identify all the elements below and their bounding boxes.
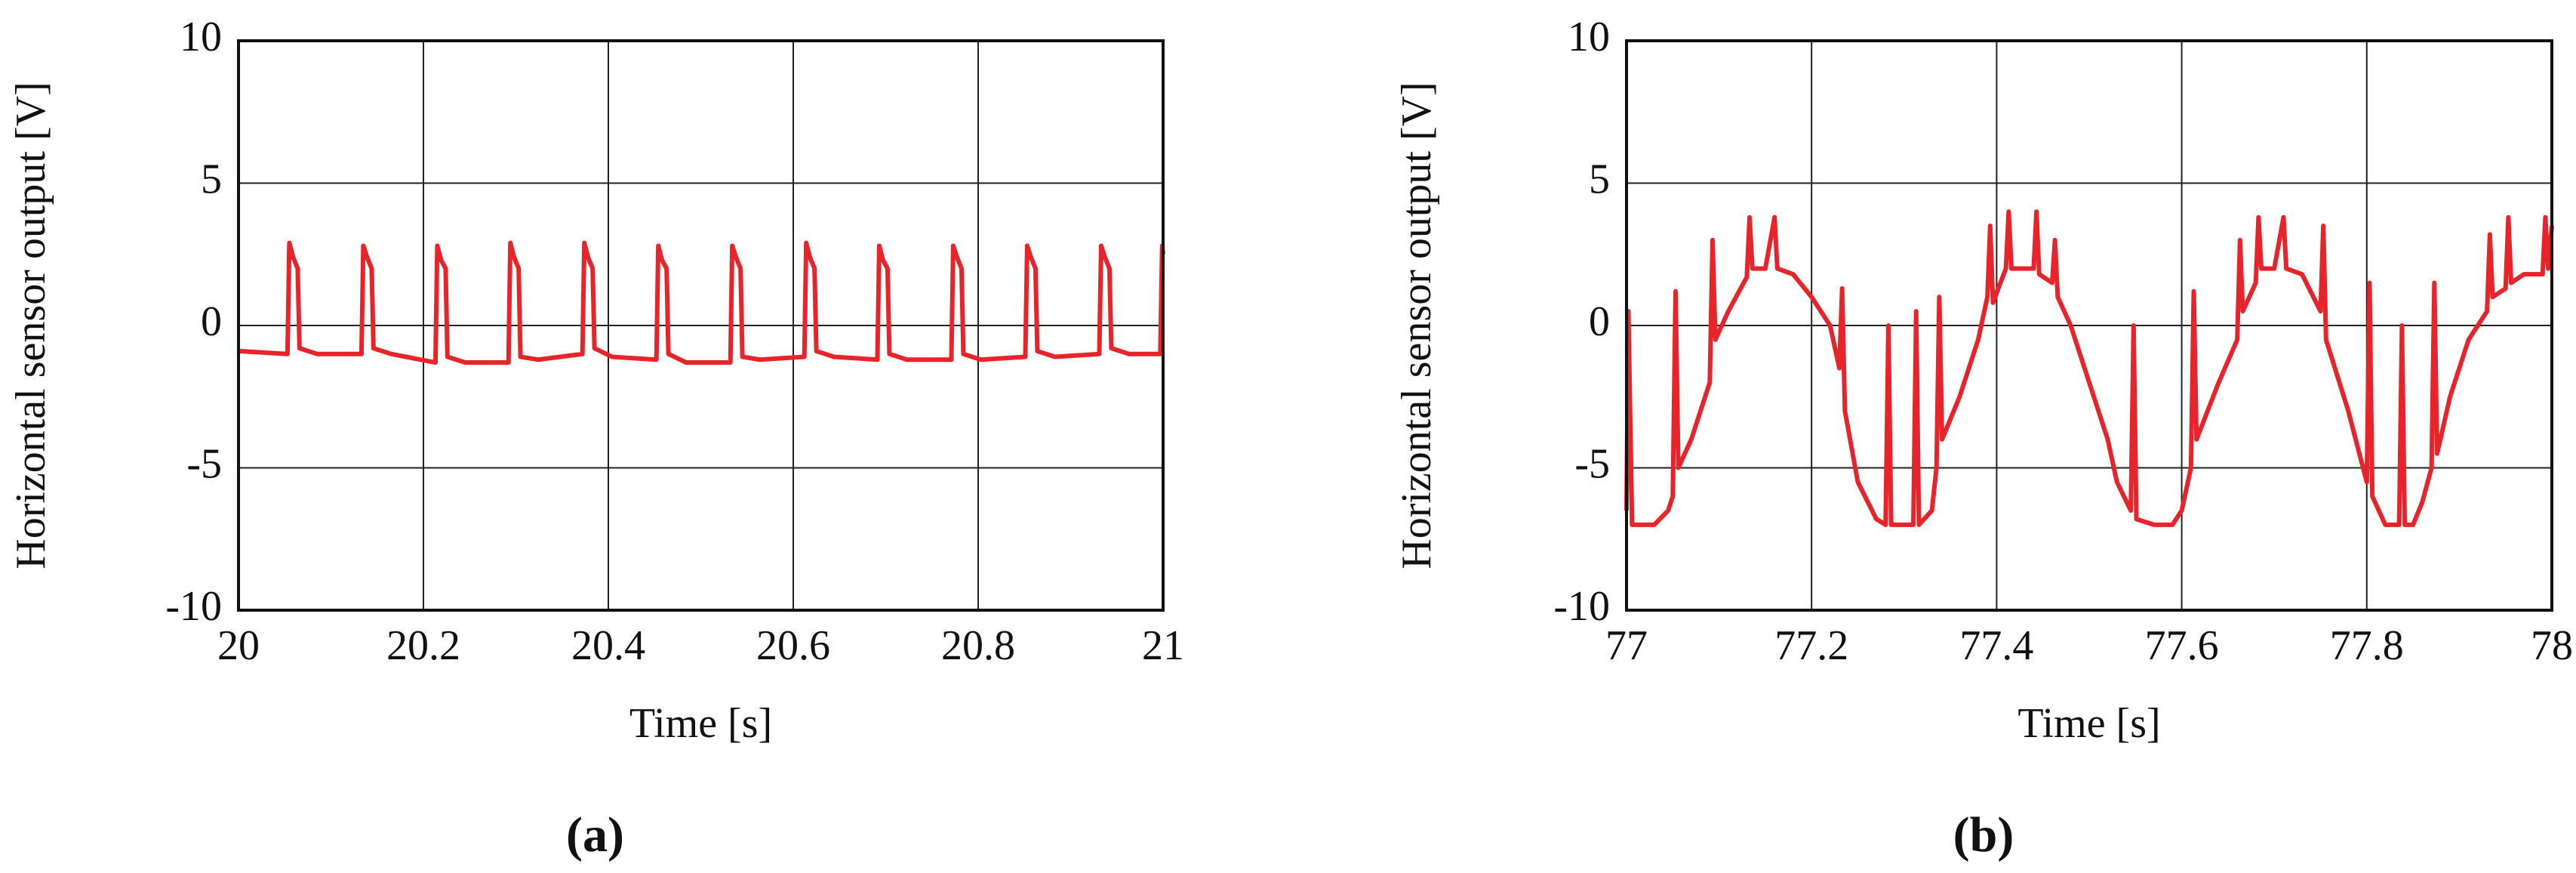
plot-frame bbox=[237, 39, 1165, 612]
y-tick-label: -10 bbox=[165, 583, 222, 630]
x-tick-label: 77 bbox=[1605, 622, 1648, 669]
y-tick-label: -10 bbox=[1553, 583, 1610, 630]
x-tick-label: 20.2 bbox=[386, 622, 460, 669]
y-tick-label: -5 bbox=[186, 440, 222, 487]
x-axis-title: Time [s] bbox=[629, 700, 772, 747]
plot-frame bbox=[1625, 39, 2553, 612]
y-tick-label: 5 bbox=[201, 156, 222, 202]
chart-title: (b) bbox=[1953, 807, 2014, 862]
data-line bbox=[238, 240, 1165, 366]
data-line bbox=[1624, 209, 2554, 527]
x-tick-label: 77.2 bbox=[1774, 622, 1848, 669]
x-tick-label: 20.4 bbox=[571, 622, 645, 669]
x-tick-label: 77.4 bbox=[1959, 622, 2033, 669]
y-tick-label: 10 bbox=[180, 14, 222, 60]
x-tick-label: 77.8 bbox=[2330, 622, 2404, 669]
y-tick-label: -5 bbox=[1574, 440, 1610, 487]
x-tick-label: 20 bbox=[217, 622, 260, 669]
y-tick-label: 0 bbox=[201, 298, 222, 345]
y-tick-label: 0 bbox=[1589, 298, 1610, 345]
x-tick-label: 21 bbox=[1142, 622, 1184, 669]
chart-title: (a) bbox=[566, 807, 624, 862]
x-tick-label: 20.6 bbox=[756, 622, 830, 669]
y-tick-label: 10 bbox=[1568, 14, 1610, 60]
y-tick-label: 5 bbox=[1589, 156, 1610, 202]
x-tick-label: 77.6 bbox=[2145, 622, 2219, 669]
x-tick-label: 20.8 bbox=[941, 622, 1015, 669]
x-axis-title: Time [s] bbox=[2017, 700, 2160, 747]
x-tick-label: 78 bbox=[2531, 622, 2573, 669]
y-axis-title: Horizontal sensor output [V] bbox=[8, 82, 54, 569]
y-axis-title: Horizontal sensor output [V] bbox=[1393, 82, 1440, 569]
